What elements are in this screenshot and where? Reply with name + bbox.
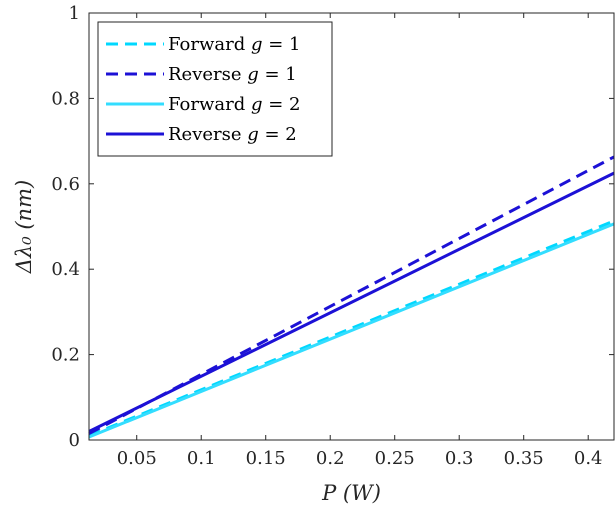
- y-tick-label: 0.8: [51, 88, 80, 109]
- series-line-4: [88, 171, 615, 433]
- x-tick-label: 0.1: [187, 448, 216, 469]
- legend-label: Forward g = 1: [168, 34, 300, 55]
- y-tick-label: 0: [69, 430, 80, 451]
- y-tick-label: 0.6: [51, 174, 80, 195]
- x-tick-label: 0.05: [117, 448, 157, 469]
- legend: Forward g = 1 Reverse g = 1 Forward g = 2 R…: [97, 21, 333, 157]
- x-tick-label: 0.25: [375, 448, 415, 469]
- legend-label: Reverse g = 2: [168, 124, 297, 145]
- x-tick-label: 0.4: [574, 448, 603, 469]
- plot-frame: [88, 12, 615, 441]
- y-tick-label: 0.2: [51, 345, 80, 366]
- y-axis-label: Δλ₀ (nm): [12, 180, 36, 274]
- legend-label: Forward g = 2: [168, 94, 300, 115]
- axis-ticks: 0.05 0.1 0.15 0.2 0.25 0.3 0.35 0.4 0 0.2 0.4 0.6 0.…: [51, 3, 614, 469]
- plot-lines: [88, 155, 615, 439]
- y-tick-label: 0.4: [51, 259, 80, 280]
- series-line-3: [88, 222, 615, 439]
- x-tick-label: 0.15: [246, 448, 286, 469]
- x-tick-label: 0.35: [504, 448, 544, 469]
- x-tick-label: 0.3: [445, 448, 474, 469]
- legend-label: Reverse g = 1: [168, 64, 297, 85]
- x-axis-label: P (W): [321, 481, 381, 505]
- y-tick-label: 1: [69, 3, 80, 24]
- x-tick-label: 0.2: [316, 448, 345, 469]
